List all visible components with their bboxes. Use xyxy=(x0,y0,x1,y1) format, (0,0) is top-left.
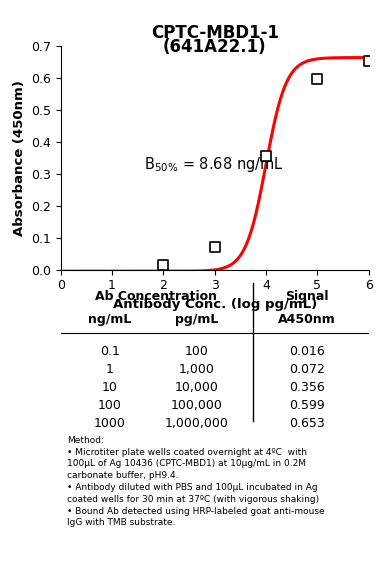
Text: 0.356: 0.356 xyxy=(289,381,325,394)
Point xyxy=(263,151,269,161)
Text: 1000: 1000 xyxy=(94,417,126,430)
X-axis label: Antibody Conc. (log pg/mL): Antibody Conc. (log pg/mL) xyxy=(112,298,317,311)
Text: (641A22.1): (641A22.1) xyxy=(163,38,266,56)
Text: B$_{50\%}$ = 8.68 ng/mL: B$_{50\%}$ = 8.68 ng/mL xyxy=(144,155,284,174)
Text: 100: 100 xyxy=(184,345,208,358)
Text: 100: 100 xyxy=(98,399,122,412)
Point xyxy=(314,74,320,84)
Text: 100,000: 100,000 xyxy=(170,399,222,412)
Text: 0.016: 0.016 xyxy=(289,345,325,358)
Text: Ab Concentration: Ab Concentration xyxy=(95,290,217,303)
Point xyxy=(366,57,372,66)
Text: CPTC-MBD1-1: CPTC-MBD1-1 xyxy=(151,24,279,42)
Text: A450nm: A450nm xyxy=(278,313,336,327)
Text: 1,000: 1,000 xyxy=(178,363,214,376)
Text: Signal: Signal xyxy=(285,290,329,303)
Y-axis label: Absorbance (450nm): Absorbance (450nm) xyxy=(13,80,25,236)
Text: 0.072: 0.072 xyxy=(289,363,325,376)
Text: 1,000,000: 1,000,000 xyxy=(164,417,228,430)
Text: ng/mL: ng/mL xyxy=(89,313,132,327)
Text: 10: 10 xyxy=(102,381,118,394)
Point xyxy=(160,260,166,269)
Text: 0.653: 0.653 xyxy=(289,417,325,430)
Text: 1: 1 xyxy=(106,363,114,376)
Text: 0.1: 0.1 xyxy=(100,345,120,358)
Text: 10,000: 10,000 xyxy=(174,381,218,394)
Text: Method:
• Microtiter plate wells coated overnight at 4ºC  with
100μL of Ag 10436: Method: • Microtiter plate wells coated … xyxy=(67,436,325,527)
Text: pg/mL: pg/mL xyxy=(174,313,218,327)
Point xyxy=(212,242,218,251)
Text: 0.599: 0.599 xyxy=(289,399,325,412)
